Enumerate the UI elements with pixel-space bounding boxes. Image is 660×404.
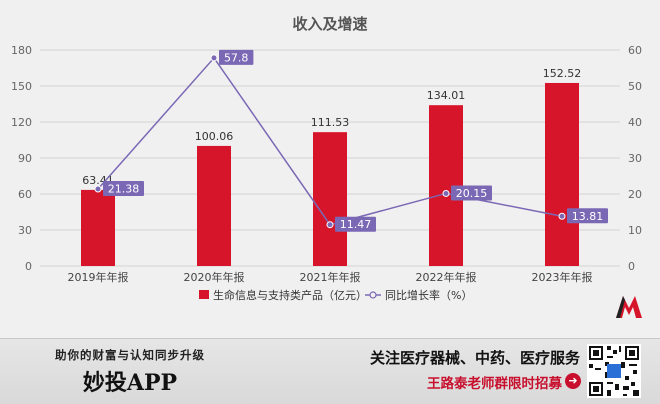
y-right-tick-label: 50 [628,80,642,93]
bar-value-label: 134.01 [427,89,466,102]
arrow-right-icon[interactable]: ➜ [565,373,581,389]
bar [197,145,231,266]
line-point [442,189,450,197]
line-point [210,54,218,62]
line-label-box [219,49,254,65]
y-left-tick-label: 90 [18,152,32,165]
legend-bar-swatch [199,290,209,299]
bar [81,189,115,266]
banner-brand: 助你的财富与认知同步升级 妙投APP [0,339,260,404]
line-label-box [567,208,608,224]
legend-line-label: 同比增长率（%） [385,288,472,302]
y-right-tick-label: 30 [628,152,642,165]
bar-value-label: 152.52 [543,67,582,80]
y-right-tick-label: 20 [628,188,642,201]
y-left-tick-label: 0 [25,260,32,273]
line-value-label: 57.8 [224,51,249,64]
line-point [326,221,334,229]
y-right-tick-label: 60 [628,44,642,57]
bar-value-label: 100.06 [195,130,234,143]
brand-logo-icon [616,296,642,318]
y-left-tick-label: 150 [11,80,32,93]
legend-line-marker [369,291,377,299]
bar [545,82,579,266]
x-tick-label: 2019年年报 [68,270,129,284]
y-right-tick-label: 40 [628,116,642,129]
app-name: 妙投APP [82,370,178,396]
bar [313,132,347,266]
line-point [94,185,102,193]
line-label-box [451,185,492,201]
y-right-tick-label: 10 [628,224,642,237]
line-value-label: 13.81 [572,210,604,223]
chart-title: 收入及增速 [292,15,367,33]
chart-area: 收入及增速 0 30 60 90 120 150 180 0 10 20 30 40 50 60 63.41 1… [11,15,642,318]
line-value-label: 21.38 [108,183,140,196]
line-value-label: 11.47 [340,218,372,231]
bar-value-label: 111.53 [311,116,350,129]
legend-bar-label: 生命信息与支持类产品（亿元） [213,288,367,302]
banner-tagline: 助你的财富与认知同步升级 [55,348,205,362]
banner-subline[interactable]: 王路泰老师群限时招募 [427,376,562,392]
x-tick-label: 2020年年报 [184,270,245,284]
line-value-label: 20.15 [456,187,488,200]
y-left-tick-label: 30 [18,224,32,237]
line-label-box [103,181,144,197]
banner-headline: 关注医疗器械、中药、医疗服务 [369,349,580,367]
x-tick-label: 2022年年报 [416,270,477,284]
y-left-tick-label: 60 [18,188,32,201]
line-point [558,212,566,220]
qr-code-icon[interactable] [587,344,641,398]
y-left-tick-label: 120 [11,116,32,129]
x-tick-label: 2021年年报 [300,270,361,284]
y-right-tick-label: 0 [628,260,635,273]
line-label-box [335,216,376,232]
revenue-growth-chart: 收入及增速0306090120150180010203040506063.411… [11,15,642,302]
promo-banner[interactable]: 助你的财富与认知同步升级 妙投APP 关注医疗器械、中药、医疗服务 王路泰老师群… [0,338,660,404]
y-left-tick-label: 180 [11,44,32,57]
x-tick-label: 2023年年报 [532,270,593,284]
